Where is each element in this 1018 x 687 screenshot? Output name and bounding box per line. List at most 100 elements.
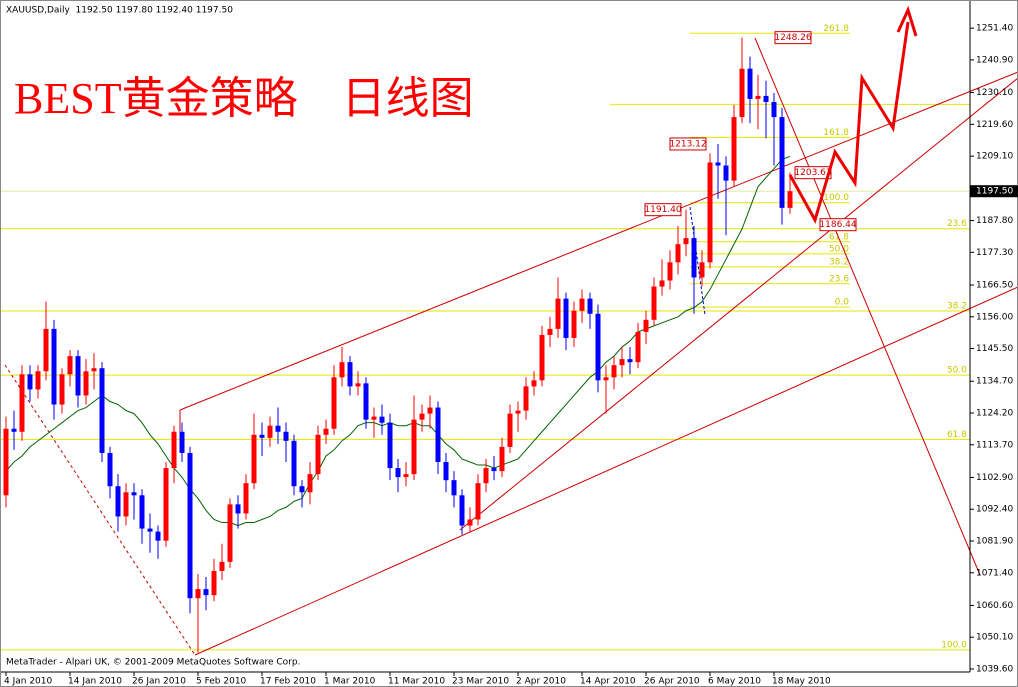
candle-body xyxy=(259,434,265,438)
candle-body xyxy=(395,468,401,478)
x-tick-label: 11 Mar 2010 xyxy=(388,677,445,687)
y-tick-label: 1187.80 xyxy=(976,216,1013,226)
x-tick-label: 14 Jan 2010 xyxy=(68,677,122,687)
candle-body xyxy=(699,262,705,278)
candle-body xyxy=(83,371,89,396)
candle-body xyxy=(27,374,33,390)
annotation-box xyxy=(794,166,832,180)
candle-body xyxy=(747,68,753,99)
candle-body xyxy=(75,356,81,396)
fibo-label: 261.8 xyxy=(823,24,849,34)
fibo-label: 0.0 xyxy=(835,298,850,308)
candle-body xyxy=(659,280,665,287)
candle-body xyxy=(483,468,489,484)
candle-body xyxy=(547,328,553,335)
x-tick-label: 17 Feb 2010 xyxy=(260,677,316,687)
candle-body xyxy=(187,452,193,599)
candle-body xyxy=(115,486,121,517)
candle-body xyxy=(43,328,49,372)
y-tick-label: 1219.60 xyxy=(976,120,1013,130)
fibo-label: 100.0 xyxy=(941,640,967,650)
annotation-box xyxy=(774,31,812,45)
candle-body xyxy=(611,365,617,378)
annotation-label: 1186.44 xyxy=(819,220,856,230)
y-tick-label: 1071.40 xyxy=(976,568,1013,578)
y-tick-label: 1113.70 xyxy=(976,440,1013,450)
candle-body xyxy=(507,413,513,447)
candle-body xyxy=(707,162,713,263)
fibo-label: 38.2 xyxy=(947,302,967,312)
candle-body xyxy=(323,428,329,435)
candle-body xyxy=(251,434,257,484)
candle-body xyxy=(587,298,593,314)
y-tick-label: 1081.90 xyxy=(976,536,1013,546)
candle-body xyxy=(499,446,505,472)
annotation-box xyxy=(644,203,682,217)
candle-body xyxy=(179,431,185,453)
candle-body xyxy=(11,428,17,432)
candle-body xyxy=(227,504,233,562)
forecast-arrow xyxy=(788,5,918,224)
y-tick-label: 1102.90 xyxy=(976,473,1013,483)
y-tick-label: 1209.10 xyxy=(976,152,1013,162)
candle-body xyxy=(219,561,225,571)
candle-body xyxy=(531,380,537,387)
fibo-label: 50.0 xyxy=(947,366,967,376)
trendline xyxy=(179,71,1018,411)
fibo-label: 61.8 xyxy=(947,430,967,440)
candle-body xyxy=(331,377,337,429)
candle-body xyxy=(67,356,73,375)
candle-body xyxy=(667,262,673,281)
candle-body xyxy=(123,492,129,517)
y-tick-label: 1050.10 xyxy=(976,633,1013,643)
candle-body xyxy=(491,468,497,472)
arrow-head xyxy=(896,5,918,37)
candle-body xyxy=(107,452,113,487)
trendline xyxy=(754,37,981,576)
candle-body xyxy=(571,310,577,338)
x-tick-label: 23 Mar 2010 xyxy=(452,677,509,687)
candle-body xyxy=(195,589,201,599)
candle-body xyxy=(155,531,161,541)
candle-body xyxy=(771,101,777,118)
candle-body xyxy=(643,319,649,332)
candle-body xyxy=(379,416,385,423)
y-tick-label: 1177.30 xyxy=(976,248,1013,258)
candle-body xyxy=(683,238,689,245)
candle-body xyxy=(35,371,41,390)
candle-body xyxy=(59,374,65,405)
candle-body xyxy=(355,383,361,387)
fibo-label: 23.6 xyxy=(947,219,967,229)
trendlines xyxy=(4,37,1018,656)
candle-body xyxy=(787,191,793,208)
annotation-box xyxy=(819,218,857,232)
candle-body xyxy=(339,362,345,378)
candle-body xyxy=(755,95,761,99)
x-tick-label: 1 Mar 2010 xyxy=(324,677,376,687)
candle-body xyxy=(619,359,625,366)
candle-body xyxy=(283,431,289,441)
fibo-label: 100.0 xyxy=(823,193,849,203)
candle-body xyxy=(163,468,169,541)
candle-body xyxy=(235,504,241,514)
candle-body xyxy=(539,334,545,381)
candle-body xyxy=(347,362,353,387)
candle-body xyxy=(523,386,529,411)
fibo-label: 61.8 xyxy=(829,232,849,242)
candle-body xyxy=(363,383,369,420)
candle-body xyxy=(371,416,377,420)
candle-body xyxy=(595,313,601,381)
candle-body xyxy=(739,68,745,118)
candle-body xyxy=(315,434,321,475)
candle-body xyxy=(675,244,681,263)
candle-body xyxy=(3,428,9,496)
candle-body xyxy=(515,410,521,414)
candle-body xyxy=(715,162,721,166)
candle-body xyxy=(267,425,273,438)
candle-body xyxy=(563,298,569,338)
candle-body xyxy=(427,407,433,414)
forecast-path xyxy=(788,21,910,224)
candle-body xyxy=(419,413,425,420)
